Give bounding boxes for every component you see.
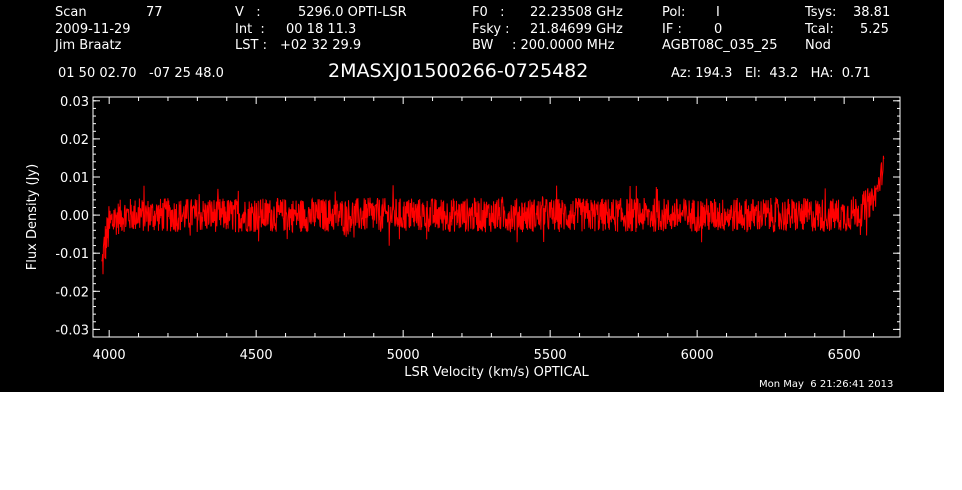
bw-label: BW — [472, 38, 494, 53]
observer: Jim Braatz — [55, 38, 122, 53]
scan-value: 77 — [146, 5, 163, 20]
obs-mode: Nod — [805, 38, 831, 53]
lst-value: +02 32 29.9 — [280, 38, 362, 53]
y-tick-label: 0.03 — [60, 95, 89, 110]
int-value: 00 18 11.3 — [286, 22, 357, 37]
fsky-value: 21.84699 GHz — [530, 22, 623, 37]
y-tick-label: -0.02 — [55, 285, 89, 300]
scan-label: Scan — [55, 5, 87, 20]
tsys-label: Tsys: — [805, 5, 837, 20]
y-axis-label: Flux Density (Jy) — [25, 164, 40, 270]
tcal-label: Tcal: — [805, 22, 834, 37]
tsys-value: 38.81 — [853, 5, 891, 20]
tcal-value: 5.25 — [860, 22, 889, 37]
x-tick-label: 6500 — [828, 348, 861, 363]
y-tick-label: 0.01 — [60, 171, 89, 186]
timestamp: Mon May 6 21:26:41 2013 — [759, 379, 894, 390]
project-id: AGBT08C_035_25 — [662, 38, 778, 53]
x-axis-label: LSR Velocity (km/s) OPTICAL — [404, 365, 589, 380]
f0-label: F0 : — [472, 5, 505, 20]
spectrum-panel: Scan 77 2009-11-29 Jim Braatz V : 5296.0… — [0, 0, 944, 392]
y-tick-label: 0.00 — [60, 209, 89, 224]
source-coordinates: 01 50 02.70 -07 25 48.0 — [58, 66, 224, 81]
f0-value: 22.23508 GHz — [530, 5, 623, 20]
x-tick-label: 4000 — [93, 348, 126, 363]
fsky-label: Fsky : — [472, 22, 510, 37]
x-tick-label: 5000 — [387, 348, 420, 363]
obs-date: 2009-11-29 — [55, 22, 131, 37]
int-label: Int : — [235, 22, 265, 37]
lst-label: LST : — [235, 38, 267, 53]
if-value: 0 — [714, 22, 723, 37]
if-label: IF : — [662, 22, 682, 37]
bw-value: : 200.0000 MHz — [512, 38, 615, 53]
x-tick-label: 4500 — [240, 348, 273, 363]
pol-label: Pol: — [662, 5, 686, 20]
y-tick-label: -0.03 — [55, 323, 89, 338]
velocity-value: 5296.0 OPTI-LSR — [298, 5, 407, 20]
plot-frame — [92, 96, 901, 338]
pol-value: I — [716, 5, 720, 20]
source-name: 2MASXJ01500266-0725482 — [328, 60, 589, 82]
y-tick-label: 0.02 — [60, 133, 89, 148]
spectrum-plot: 4000 4500 5000 5500 6000 6500 0.03 0.02 0.01 0.00… — [25, 95, 901, 380]
series-trace — [101, 155, 885, 275]
velocity-label: V : — [235, 5, 261, 20]
x-tick-label: 5500 — [534, 348, 567, 363]
az-el-ha: Az: 194.3 El: 43.2 HA: 0.71 — [671, 66, 871, 81]
y-tick-label: -0.01 — [55, 247, 89, 262]
x-tick-label: 6000 — [681, 348, 714, 363]
